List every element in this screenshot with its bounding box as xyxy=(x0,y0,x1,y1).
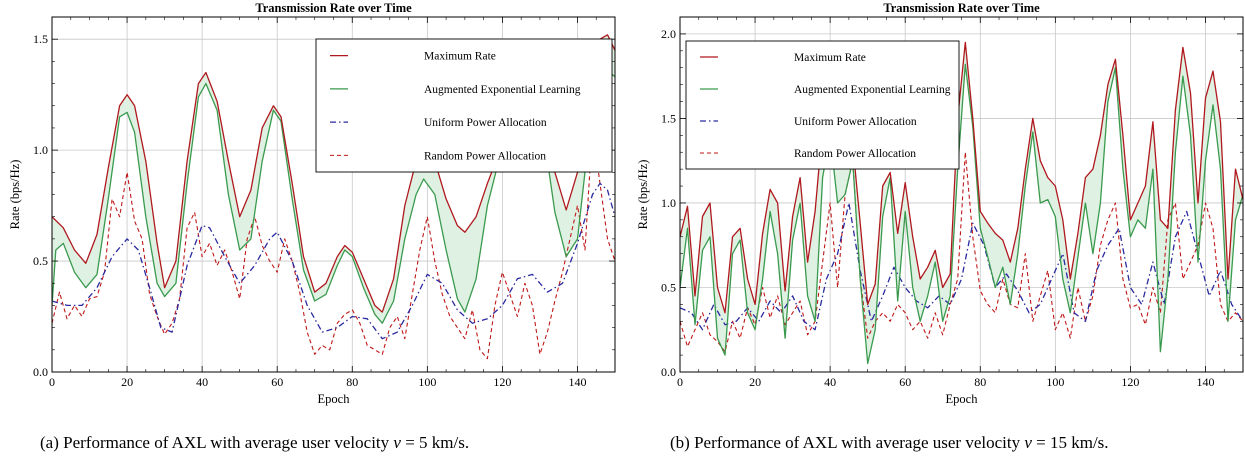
chart-a: 0 20 40 60 80 100 120 140 0.0 0.5 1.0 1.5 Transmissi… xyxy=(8,1,616,406)
y-tick-label: 0.0 xyxy=(661,365,676,379)
y-tick-label: 1.5 xyxy=(661,111,676,125)
y-tick-label: 1.0 xyxy=(661,196,676,210)
x-tick-label: 120 xyxy=(1121,375,1139,389)
y-axis-label: Rate (bps/Hz) xyxy=(636,160,650,230)
chart-b: 0 20 40 60 80 100 120 140 0.0 0.5 1.0 1.5 2.0 Transmi… xyxy=(636,1,1244,406)
y-tick-label: 0.5 xyxy=(661,280,676,294)
x-tick-label: 100 xyxy=(418,375,436,389)
legend-box xyxy=(315,38,613,173)
y-axis-label: Rate (bps/Hz) xyxy=(8,160,22,230)
legend: Maximum Rate Augmented Exponential Learni… xyxy=(315,38,613,173)
x-tick-label: 40 xyxy=(824,375,836,389)
y-tick-label: 1.5 xyxy=(33,32,48,46)
x-axis-label: Epoch xyxy=(946,392,979,406)
x-axis-label: Epoch xyxy=(318,392,351,406)
series-line-axl xyxy=(680,63,1243,365)
x-tick-label: 80 xyxy=(346,375,358,389)
chart-title: Transmission Rate over Time xyxy=(883,1,1040,15)
axis-ticks: 0 20 40 60 80 100 120 140 0.0 0.5 1.0 1.5 xyxy=(33,16,616,389)
x-tick-label: 0 xyxy=(677,375,683,389)
x-tick-label: 0 xyxy=(49,375,55,389)
x-tick-label: 20 xyxy=(121,375,133,389)
series-line-max xyxy=(680,41,1243,314)
x-tick-label: 80 xyxy=(974,375,986,389)
x-tick-label: 120 xyxy=(493,375,511,389)
y-tick-label: 2.0 xyxy=(661,27,676,41)
legend-label-uniform: Uniform Power Allocation xyxy=(424,117,547,129)
legend-label-axl: Augmented Exponential Learning xyxy=(424,84,581,96)
series-line-random xyxy=(680,151,1243,353)
axis-ticks: 0 20 40 60 80 100 120 140 0.0 0.5 1.0 1.5 2.0 xyxy=(661,16,1244,389)
y-tick-label: 1.0 xyxy=(33,143,48,157)
legend-label-max: Maximum Rate xyxy=(424,51,496,63)
x-tick-label: 60 xyxy=(271,375,283,389)
legend-box xyxy=(685,40,960,170)
gap-fill-area xyxy=(52,34,615,324)
caption-a: (a) Performance of AXL with average user… xyxy=(40,433,470,452)
chart-title: Transmission Rate over Time xyxy=(255,1,412,15)
x-tick-label: 140 xyxy=(568,375,586,389)
legend-label-random: Random Power Allocation xyxy=(424,150,546,162)
plot-area xyxy=(680,41,1243,365)
legend-label-max: Maximum Rate xyxy=(794,52,866,64)
caption-b: (b) Performance of AXL with average user… xyxy=(670,433,1109,452)
y-tick-label: 0.0 xyxy=(33,365,48,379)
y-tick-label: 0.5 xyxy=(33,254,48,268)
series-line-random xyxy=(52,127,615,360)
series-line-uniform xyxy=(52,182,615,340)
x-tick-label: 60 xyxy=(899,375,911,389)
legend: Maximum Rate Augmented Exponential Learni… xyxy=(685,40,960,170)
legend-label-axl: Augmented Exponential Learning xyxy=(794,84,951,96)
x-tick-label: 20 xyxy=(749,375,761,389)
x-tick-label: 100 xyxy=(1046,375,1064,389)
x-tick-label: 40 xyxy=(196,375,208,389)
x-tick-label: 140 xyxy=(1196,375,1214,389)
legend-label-uniform: Uniform Power Allocation xyxy=(794,116,917,128)
gap-fill-area xyxy=(680,42,1243,364)
legend-label-random: Random Power Allocation xyxy=(794,148,916,160)
